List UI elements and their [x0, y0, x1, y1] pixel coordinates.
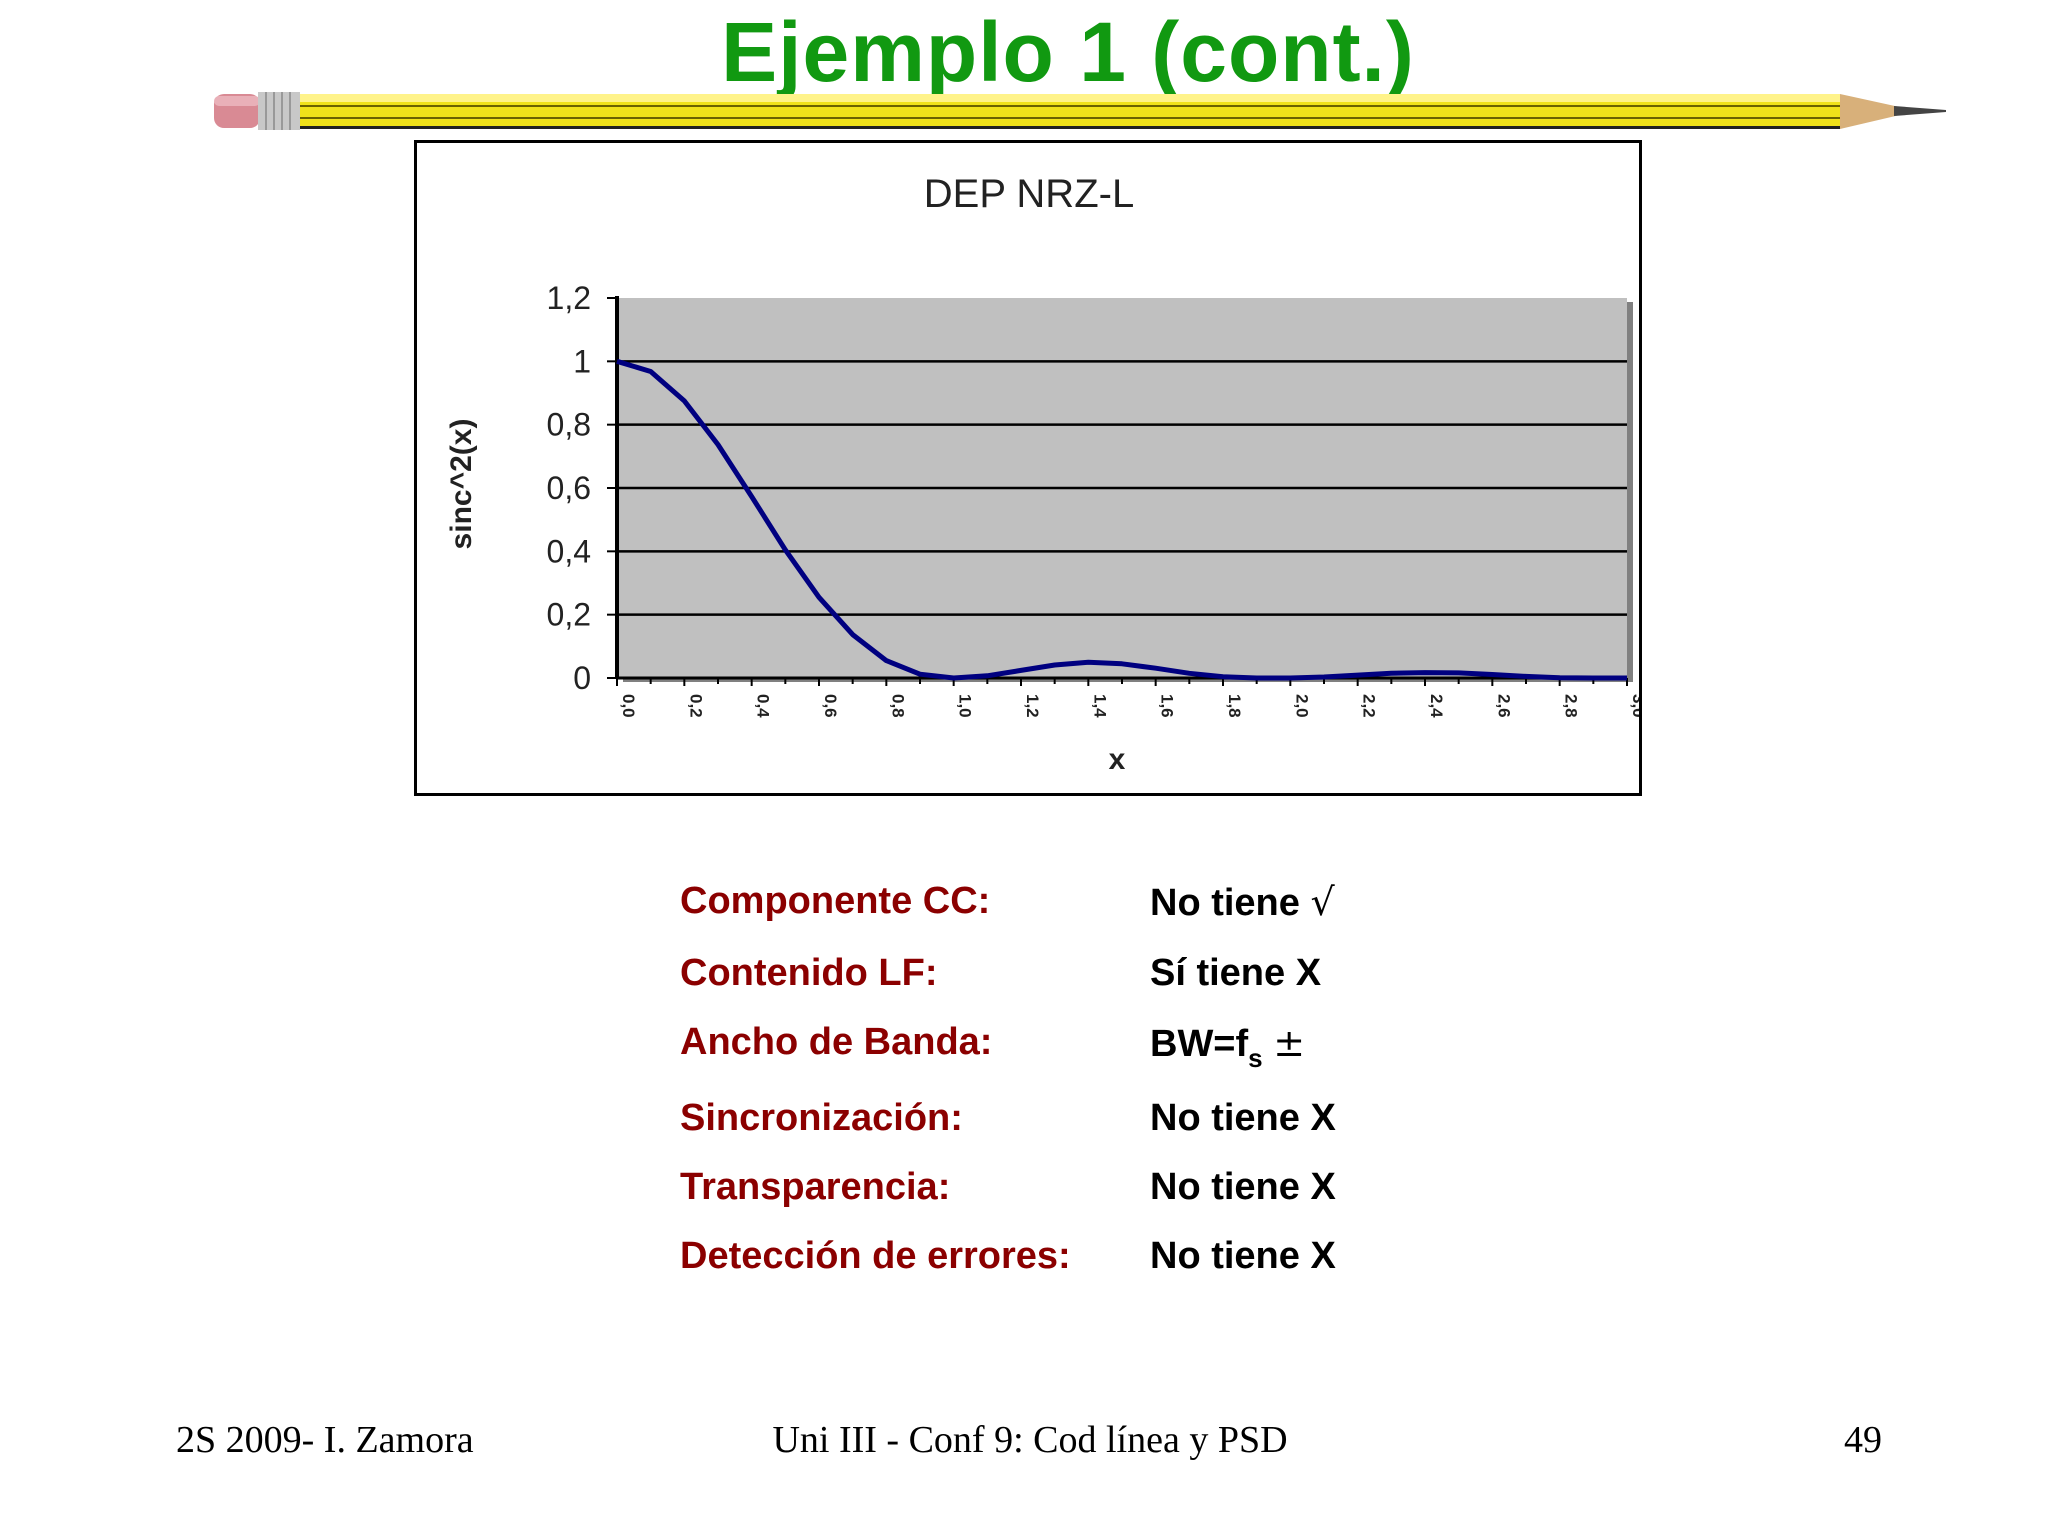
x-tick-label: 1,8 [1225, 694, 1244, 718]
x-tick-label: 2,4 [1427, 694, 1446, 718]
series-line [616, 358, 1627, 681]
y-tick-label: 0,8 [547, 407, 591, 443]
x-tick-label: 1,4 [1090, 694, 1109, 718]
property-label: Componente CC: [680, 880, 991, 922]
footer-course: Uni III - Conf 9: Cod línea y PSD [772, 1419, 1288, 1461]
pencil-divider [214, 92, 1946, 130]
footer-author: 2S 2009- I. Zamora [176, 1419, 474, 1461]
y-tick-label: 0,4 [547, 533, 591, 569]
x-tick-label: 0,0 [619, 694, 638, 718]
property-label: Ancho de Banda: [680, 1021, 993, 1063]
x-axis-label: x [1109, 743, 1126, 776]
y-tick-label: 0,6 [547, 470, 591, 506]
property-value: No tiene X [1150, 1235, 1336, 1277]
y-tick-label: 0,2 [547, 597, 591, 633]
x-tick-label: 0,2 [686, 694, 705, 718]
x-tick-label: 2,0 [1292, 694, 1311, 718]
property-value: No tiene X [1150, 1097, 1336, 1139]
page-number: 49 [1844, 1419, 1882, 1461]
y-tick-label: 1 [573, 343, 591, 379]
chart-frame: DEP NRZ-L sinc^2(x) x 0 0,2 0,4 0,6 0,8 1 1,2 0… [414, 140, 1642, 796]
property-label: Detección de errores: [680, 1235, 1071, 1277]
y-tick-label: 0 [573, 660, 591, 696]
x-tick-label: 0,8 [888, 694, 907, 718]
property-label: Sincronización: [680, 1097, 963, 1139]
x-tick-label: 1,0 [956, 694, 975, 718]
slide-title: Ejemplo 1 (cont.) [721, 5, 1415, 99]
x-tick-label: 1,2 [1023, 694, 1042, 718]
x-tick-label: 3,0 [1629, 694, 1639, 718]
x-tick-label: 1,6 [1158, 694, 1177, 718]
property-label: Contenido LF: [680, 952, 938, 994]
property-value: No tiene √ [1150, 880, 1335, 924]
x-tick-label: 0,4 [754, 694, 773, 718]
x-tick-label: 2,8 [1562, 694, 1581, 718]
check-mark-icon: √ [1310, 880, 1335, 924]
property-value: No tiene X [1150, 1166, 1336, 1208]
property-label: Transparencia: [680, 1166, 951, 1208]
x-tick-label: 2,2 [1360, 694, 1379, 718]
x-tick-label: 2,6 [1494, 694, 1513, 718]
property-value: Sí tiene X [1150, 952, 1322, 994]
x-tick-label: 0,6 [821, 694, 840, 718]
y-axis-label: sinc^2(x) [445, 419, 478, 550]
chart-title: DEP NRZ-L [924, 172, 1134, 216]
y-tick-label: 1,2 [547, 280, 591, 316]
chart: DEP NRZ-L sinc^2(x) x 0 0,2 0,4 0,6 0,8 1 1,2 0… [445, 172, 1639, 776]
plus-minus-icon: ± [1273, 1021, 1306, 1065]
property-value: BW=fs ± [1150, 1021, 1306, 1073]
